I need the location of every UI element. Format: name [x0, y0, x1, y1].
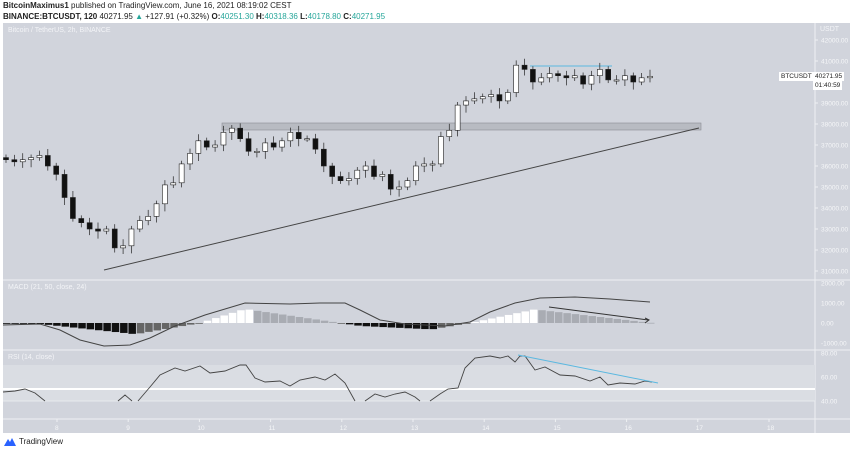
footer-brand[interactable]: TradingView	[4, 437, 63, 446]
svg-text:14: 14	[482, 425, 490, 432]
svg-text:-1000.00: -1000.00	[821, 341, 847, 348]
svg-text:11: 11	[269, 425, 276, 432]
svg-text:60.00: 60.00	[821, 375, 838, 382]
open-value: 40251.30	[220, 12, 254, 21]
svg-text:16: 16	[625, 425, 633, 432]
svg-text:15: 15	[553, 425, 561, 432]
up-arrow-icon: ▲	[135, 12, 143, 21]
macd-axis: 2000.00 1000.00 0.00 -1000.00	[821, 281, 847, 348]
price-axis[interactable]: 42000.00 41000.00 39000.00 38000.00 37000.00…	[815, 38, 848, 276]
arrow-head-icon	[644, 317, 650, 324]
svg-text:1000.00: 1000.00	[821, 301, 845, 308]
svg-text:41000.00: 41000.00	[821, 59, 848, 66]
currency-label: USDT	[820, 26, 840, 33]
current-price-tag: 40271.95	[813, 72, 845, 81]
rsi-line	[2, 355, 653, 402]
tradingview-logo-icon	[4, 438, 16, 446]
brand-name: TradingView	[19, 437, 64, 446]
macd-pane-title: MACD (21, 50, close, 24)	[8, 284, 87, 291]
symbol-tag: BTCUSDT	[779, 72, 814, 81]
svg-text:35000.00: 35000.00	[821, 185, 848, 192]
main-pane-title: Bitcoin / TetherUS, 2h, BINANCE	[8, 27, 111, 34]
svg-text:9: 9	[126, 425, 130, 432]
svg-text:18: 18	[767, 425, 775, 432]
close-label: C:	[343, 12, 352, 21]
macd-histogram	[3, 309, 655, 334]
svg-text:37000.00: 37000.00	[821, 143, 848, 150]
svg-text:36000.00: 36000.00	[821, 164, 848, 171]
chart-frame[interactable]	[3, 23, 850, 433]
svg-text:39000.00: 39000.00	[821, 101, 848, 108]
price-change: +127.91 (+0.32%)	[145, 12, 210, 21]
rsi-pane-title: RSI (14, close)	[8, 354, 55, 361]
svg-text:33000.00: 33000.00	[821, 227, 848, 234]
svg-text:12: 12	[340, 425, 348, 432]
svg-text:17: 17	[696, 425, 704, 432]
svg-text:31000.00: 31000.00	[821, 269, 848, 276]
countdown-tag: 01:40:59	[813, 81, 843, 90]
svg-text:2000.00: 2000.00	[821, 281, 845, 288]
publish-info: BitcoinMaximus1 published on TradingView…	[3, 1, 291, 10]
svg-text:80.00: 80.00	[821, 351, 838, 358]
resistance-zone	[221, 122, 702, 131]
macd-line	[2, 296, 651, 347]
svg-text:40.00: 40.00	[821, 399, 838, 406]
high-value: 40318.36	[264, 12, 298, 21]
low-label: L:	[300, 12, 308, 21]
high-label: H:	[256, 12, 265, 21]
svg-text:8: 8	[55, 425, 59, 432]
svg-text:10: 10	[197, 425, 205, 432]
close-value: 40271.95	[351, 12, 386, 21]
svg-text:38000.00: 38000.00	[821, 122, 848, 129]
candles	[3, 58, 653, 254]
svg-text:13: 13	[411, 425, 419, 432]
ascending-trendline	[103, 127, 700, 271]
published-text: published on TradingView.com, June 16, 2…	[71, 1, 292, 10]
symbol-info: BINANCE:BTCUSDT, 120 40271.95 ▲ +127.91 …	[3, 12, 385, 21]
time-axis[interactable]: 8 9 10 11 12 13 14 15 16 17 18	[55, 419, 775, 432]
publisher-name: BitcoinMaximus1	[3, 1, 69, 10]
rsi-axis: 80.00 60.00 40.00	[821, 351, 838, 406]
symbol-label: BINANCE:BTCUSDT, 120	[3, 12, 98, 21]
open-label: O:	[211, 12, 221, 21]
svg-text:32000.00: 32000.00	[821, 248, 848, 255]
svg-text:0.00: 0.00	[821, 321, 834, 328]
low-value: 40178.80	[307, 12, 342, 21]
macd-arrow	[548, 306, 649, 321]
svg-text:34000.00: 34000.00	[821, 206, 848, 213]
last-price: 40271.95	[99, 12, 133, 21]
svg-text:42000.00: 42000.00	[821, 38, 848, 45]
rsi-trendline	[517, 354, 659, 384]
rsi-band	[3, 365, 815, 401]
